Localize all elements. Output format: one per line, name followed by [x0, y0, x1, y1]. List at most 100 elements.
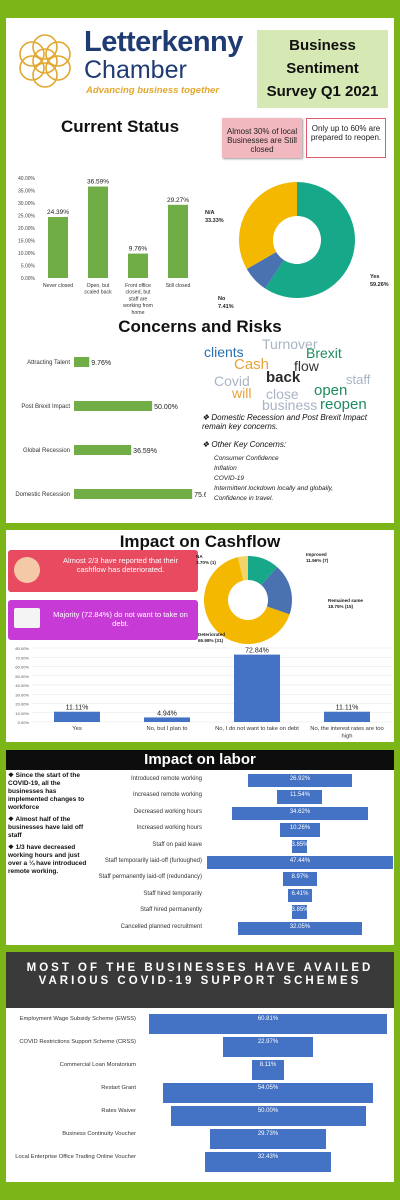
cashflow-donut-value: 18.75% (15): [328, 604, 353, 609]
labor-bullet: ❖ Since the start of the COVID-19, all t…: [8, 772, 88, 812]
diamond-icon: ❖: [8, 772, 16, 779]
scheme-category-label: Employment Wage Subsidy Scheme (EWSS): [19, 1016, 136, 1022]
concerns-bullet-1-text: Domestic Recession and Post Brexit Impac…: [202, 413, 368, 431]
concern-category-label: Domestic Recession: [15, 492, 70, 498]
money-icon: [14, 608, 40, 628]
donut-label: No: [218, 296, 226, 302]
labor-category-label: Introduced remote working: [130, 776, 202, 782]
labor-bullet: ❖ 1/3 have decreased working hours and j…: [8, 844, 88, 876]
y-tick-label: 25.00%: [18, 214, 36, 220]
y-tick-label: 15.00%: [18, 239, 36, 245]
labor-category-label: Cancelled planned recruitment: [120, 923, 202, 930]
survey-title-box: Business Sentiment Survey Q1 2021: [257, 30, 388, 108]
labor-bar-value: 47.44%: [289, 858, 311, 864]
schemes-panel: MOST OF THE BUSINESSES HAVE AVAILED VARI…: [6, 952, 394, 1182]
cashflow-slice-same: [261, 567, 292, 615]
donut-label-value: 7.41%: [218, 304, 234, 308]
labor-panel: Impact on labor ❖ Since the start of the…: [6, 750, 394, 945]
debt-category-label: Yes: [72, 726, 82, 732]
labor-title-bar: Impact on labor: [6, 750, 394, 770]
y-tick-label: 30.00%: [15, 692, 29, 697]
y-tick-label: 70.00%: [15, 655, 29, 660]
coins-icon: [14, 557, 40, 583]
labor-category-label: Staff permanently laid-off (redundancy): [98, 874, 202, 881]
scheme-category-label: COVID Restrictions Support Scheme (CRSS): [19, 1039, 136, 1045]
concern-bar-value: 36.59%: [133, 448, 157, 455]
labor-bar: [292, 839, 308, 853]
concerns-bar-chart: Attracting Talent 9.76% Post Brexit Impact…: [15, 357, 206, 499]
y-tick-label: 20.00%: [15, 702, 29, 707]
cashflow-callout-1: Almost 2/3 have reported that their cash…: [8, 550, 198, 592]
status-bar: [128, 253, 148, 278]
debt-bar-value: 4.94%: [157, 710, 177, 717]
scheme-bar-value: 60.81%: [257, 1016, 279, 1022]
schemes-banner-text: MOST OF THE BUSINESSES HAVE AVAILED VARI…: [26, 962, 374, 987]
labor-bullet: ❖ Almost half of the businesses have lai…: [8, 816, 88, 840]
word-back: back: [266, 369, 301, 386]
status-category-label: working from: [123, 303, 153, 309]
word-covid: Covid: [214, 373, 250, 389]
labor-bar: [292, 905, 308, 919]
debt-category-label: high: [342, 733, 353, 739]
donut-slice-yes: [265, 182, 355, 298]
cashflow-donut-label: NA: [196, 554, 203, 559]
reopen-callout-text: Only up to 60% are prepared to reopen.: [310, 124, 382, 142]
debt-category-label: No, but I plan to: [147, 726, 188, 732]
cashflow-slice-na: [237, 556, 248, 581]
debt-bar-value: 72.84%: [245, 648, 269, 655]
status-bar: [48, 217, 68, 278]
donut-slice-na: [239, 182, 297, 269]
debt-bar: [144, 717, 190, 722]
labor-bullet-text: Since the start of the COVID-19, all the…: [8, 772, 85, 811]
labor-bar: [277, 790, 323, 804]
status-bar: [88, 186, 108, 278]
concern-bar: [74, 357, 90, 367]
scheme-bar-value: 54.05%: [257, 1085, 279, 1091]
scheme-bar: [162, 1083, 374, 1103]
labor-bullet-text: Almost half of the businesses have laid …: [8, 816, 84, 839]
concerns-bullet-2: ❖ Other Key Concerns:: [202, 440, 390, 449]
labor-title: Impact on labor: [144, 751, 256, 768]
word-cash: Cash: [234, 356, 270, 373]
labor-bar-value: 11.54%: [290, 792, 310, 799]
other-concerns-list: Consumer Confidence Inflation COVID-19 I…: [214, 454, 394, 504]
other-concern-item: COVID-19: [214, 475, 244, 482]
scheme-bar: [170, 1106, 366, 1126]
debt-bar-chart: 0.00% 10.00% 20.00% 30.00% 40.00% 50.00% 60.00…: [15, 646, 392, 739]
cashflow-callout-2-text: Majority (72.84%) do not want to take on…: [53, 610, 188, 628]
debt-bar-value: 11.11%: [66, 705, 89, 712]
concern-bar: [74, 445, 132, 455]
y-tick-label: 20.00%: [18, 226, 36, 232]
cashflow-callout-2: Majority (72.84%) do not want to take on…: [8, 600, 198, 640]
debt-bar: [324, 711, 370, 722]
cashflow-donut-label: Deteriorated: [198, 632, 225, 637]
y-tick-label: 0.00%: [21, 276, 36, 282]
concern-bar-value: 50.00%: [154, 404, 178, 411]
diamond-icon: ❖: [202, 440, 210, 449]
word-reopen: reopen: [320, 396, 367, 413]
word-clients: clients: [204, 344, 244, 360]
labor-category-label: Staff temporarily laid-off (furloughed): [104, 858, 202, 864]
y-tick-label: 30.00%: [18, 201, 36, 207]
donut-label: Yes: [370, 274, 379, 280]
survey-title-line-3: Survey Q1 2021: [266, 83, 379, 100]
word-business: business: [262, 397, 318, 413]
status-bar-value: 9.76%: [129, 246, 148, 253]
scheme-bar-value: 8.11%: [259, 1062, 277, 1068]
status-bar: [168, 204, 188, 278]
donut-slice-no: [246, 251, 284, 289]
concern-bar: [74, 489, 193, 499]
status-category-label: Open, but: [87, 283, 110, 289]
labor-funnel-chart: Introduced remote working 26.92% Increased…: [90, 774, 394, 939]
debt-bar-value: 11.11%: [336, 705, 359, 712]
y-tick-label: 35.00%: [18, 189, 36, 195]
labor-bar-value: 34.62%: [289, 808, 311, 815]
status-category-label: staff are: [129, 296, 148, 302]
labor-bar-value: 6.41%: [291, 890, 309, 897]
debt-category-label: No, the interest rates are too: [310, 726, 383, 732]
labor-bar: [232, 806, 368, 821]
debt-category-label: No, I do not want to take on debt: [215, 726, 299, 732]
word-turnover: Turnover: [262, 336, 318, 352]
